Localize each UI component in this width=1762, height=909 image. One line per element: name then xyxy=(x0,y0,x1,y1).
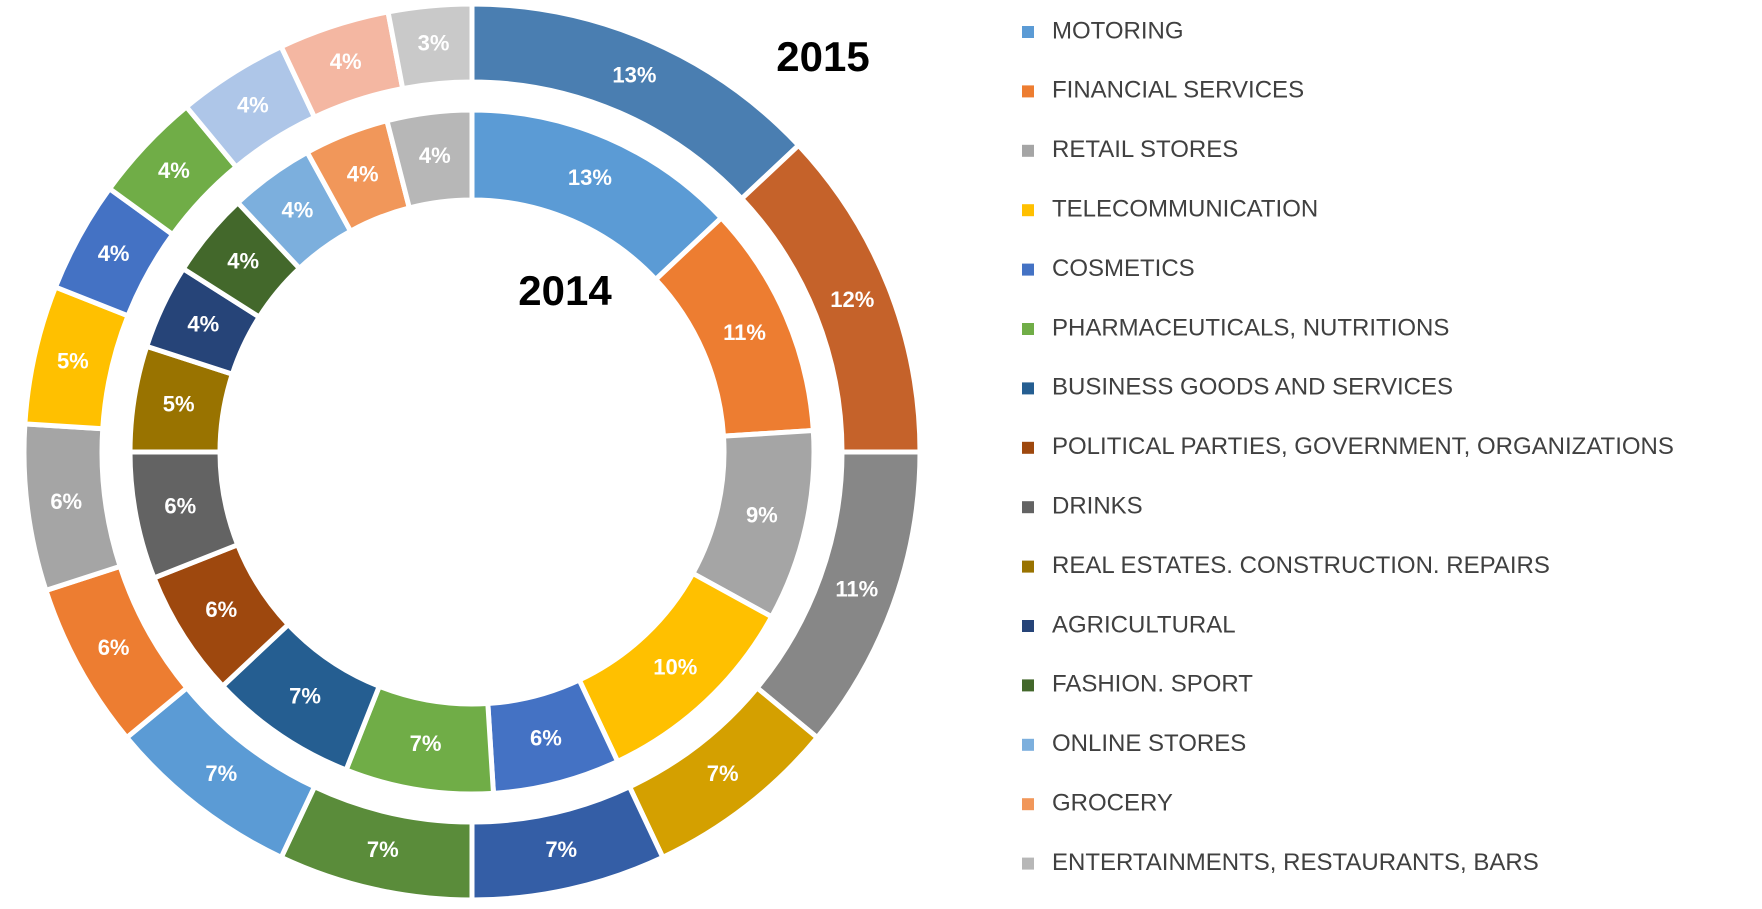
legend-label: GROCERY xyxy=(1052,790,1173,817)
ring-segment xyxy=(383,107,475,211)
legend-swatch xyxy=(1022,560,1034,573)
data-label: 6% xyxy=(205,597,237,622)
data-label: 11% xyxy=(723,320,766,345)
legend-swatch xyxy=(1022,441,1034,454)
data-label: 5% xyxy=(57,349,89,374)
ring-segment xyxy=(385,1,475,92)
data-label: 7% xyxy=(410,731,442,756)
data-label: 7% xyxy=(707,761,739,786)
legend-label: FINANCIAL SERVICES xyxy=(1052,77,1304,104)
legend-label: MOTORING xyxy=(1052,17,1184,44)
data-label: 7% xyxy=(289,683,321,708)
inner-ring-title: 2014 xyxy=(518,267,612,314)
legend-swatch xyxy=(1022,738,1034,751)
legend-swatch xyxy=(1022,798,1034,811)
legend-swatch xyxy=(1022,620,1034,632)
legend-label: DRINKS xyxy=(1052,493,1143,520)
legend-swatch xyxy=(1022,857,1034,870)
data-label: 7% xyxy=(367,837,399,862)
data-label: 6% xyxy=(50,489,82,514)
legend-label: RETAIL STORES xyxy=(1052,136,1238,163)
data-label: 6% xyxy=(98,635,130,660)
data-label: 6% xyxy=(164,493,196,518)
legend-label: ENTERTAINMENTS, RESTAURANTS, BARS xyxy=(1052,849,1539,876)
legend-swatch xyxy=(1022,85,1034,98)
outer-ring-title: 2015 xyxy=(776,33,869,80)
data-label: 4% xyxy=(237,92,269,117)
legend-swatch xyxy=(1022,501,1034,514)
legend-swatch xyxy=(1022,26,1034,38)
legend-swatch xyxy=(1022,679,1034,692)
data-label: 4% xyxy=(347,162,379,187)
data-label: 13% xyxy=(568,165,612,190)
legend-label: REAL ESTATES. CONSTRUCTION. REPAIRS xyxy=(1052,552,1550,579)
data-label: 4% xyxy=(187,311,219,336)
data-label: 12% xyxy=(830,287,874,312)
data-label: 4% xyxy=(227,248,259,273)
data-label: 7% xyxy=(545,837,577,862)
data-label: 3% xyxy=(418,31,450,56)
legend-label: PHARMACEUTICALS, NUTRITIONS xyxy=(1052,314,1449,341)
legend-label: AGRICULTURAL xyxy=(1052,611,1236,638)
data-label: 13% xyxy=(612,62,656,87)
legend-swatch xyxy=(1022,382,1034,395)
data-label: 4% xyxy=(98,241,130,266)
legend-label: COSMETICS xyxy=(1052,255,1195,282)
data-label: 4% xyxy=(330,49,362,74)
legend-label: ONLINE STORES xyxy=(1052,730,1246,757)
data-label: 4% xyxy=(419,143,451,168)
data-label: 9% xyxy=(746,503,778,528)
legend-label: POLITICAL PARTIES, GOVERNMENT, ORGANIZAT… xyxy=(1052,433,1674,460)
data-label: 4% xyxy=(282,198,314,223)
legend-label: FASHION. SPORT xyxy=(1052,671,1253,698)
data-label: 10% xyxy=(653,654,697,679)
legend-swatch xyxy=(1022,144,1034,157)
legend-swatch xyxy=(1022,323,1034,335)
data-label: 7% xyxy=(205,761,237,786)
legend-label: BUSINESS GOODS AND SERVICES xyxy=(1052,374,1453,401)
data-label: 4% xyxy=(158,158,190,183)
data-label: 11% xyxy=(835,576,878,601)
data-label: 6% xyxy=(530,725,562,750)
legend-label: TELECOMMUNICATION xyxy=(1052,196,1318,223)
legend-swatch xyxy=(1022,204,1034,217)
legend-swatch xyxy=(1022,263,1034,276)
data-label: 5% xyxy=(163,391,195,416)
